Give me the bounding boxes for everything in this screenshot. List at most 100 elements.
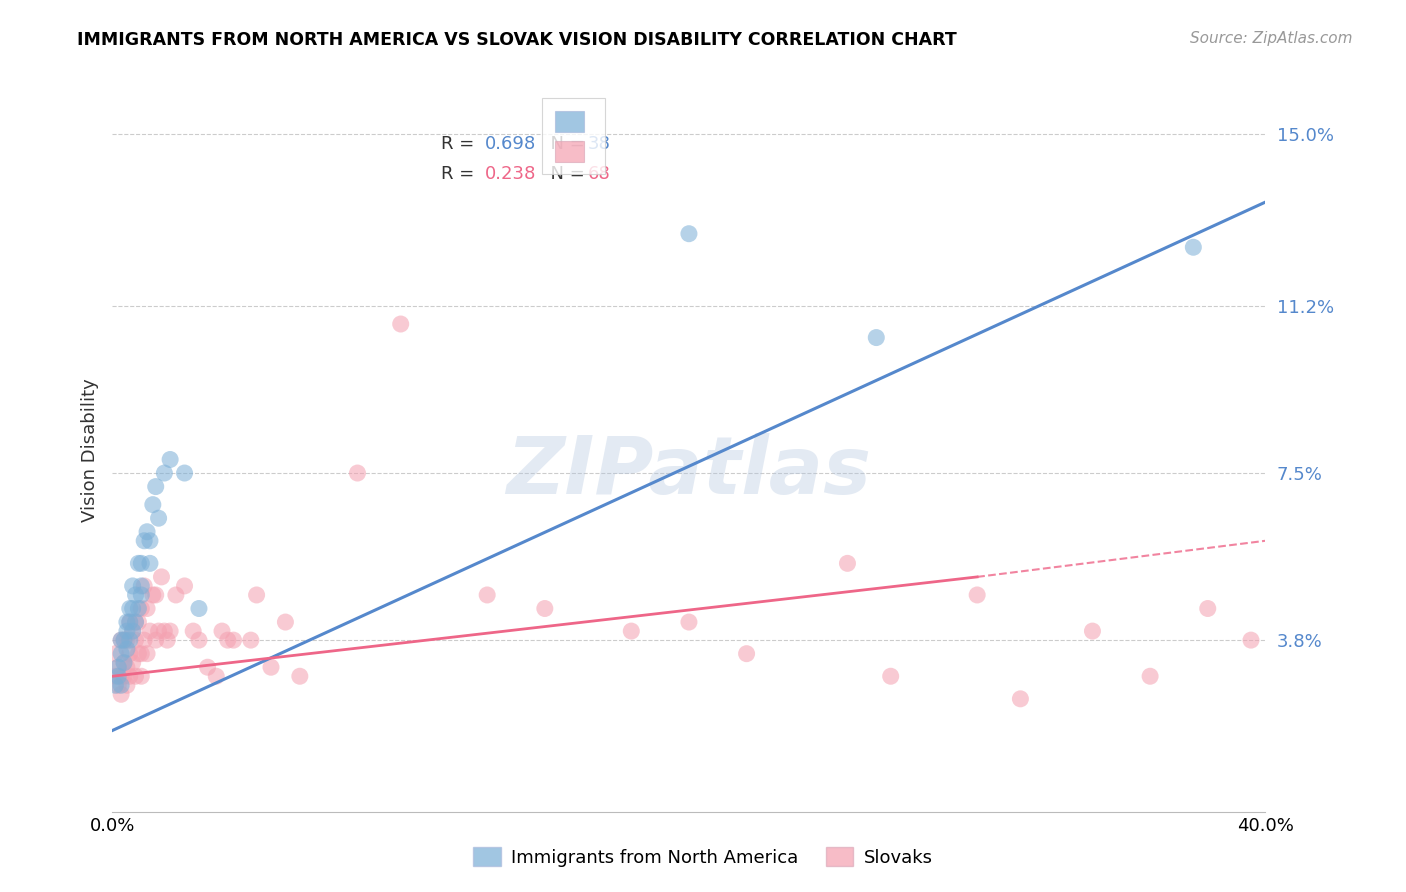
Point: [110, 647, 132, 661]
Point: [112, 669, 135, 683]
Point: [837, 557, 859, 571]
Point: [678, 227, 700, 241]
Point: [129, 557, 153, 571]
Point: [222, 633, 245, 648]
Text: 68: 68: [588, 165, 610, 184]
Point: [118, 633, 141, 648]
Point: [104, 647, 127, 661]
Point: [217, 633, 239, 648]
Point: [346, 466, 368, 480]
Point: [197, 660, 219, 674]
Point: [188, 633, 211, 648]
Point: [246, 588, 269, 602]
Point: [1081, 624, 1104, 639]
Point: [139, 533, 162, 548]
Point: [1240, 633, 1263, 648]
Text: R =: R =: [441, 165, 479, 184]
Point: [142, 498, 165, 512]
Point: [142, 588, 165, 602]
Point: [136, 524, 159, 539]
Point: [1010, 691, 1032, 706]
Point: [159, 452, 181, 467]
Point: [134, 533, 156, 548]
Point: [107, 678, 129, 692]
Point: [118, 601, 141, 615]
Point: [124, 615, 146, 629]
Point: [156, 633, 179, 648]
Point: [159, 624, 181, 639]
Point: [127, 601, 149, 615]
Point: [129, 669, 153, 683]
Point: [153, 624, 176, 639]
Point: [115, 642, 138, 657]
Text: R =: R =: [441, 135, 479, 153]
Y-axis label: Vision Disability: Vision Disability: [80, 378, 98, 523]
Point: [129, 588, 153, 602]
Text: N =: N =: [538, 165, 591, 184]
Point: [121, 656, 143, 670]
Text: Source: ZipAtlas.com: Source: ZipAtlas.com: [1189, 31, 1353, 46]
Point: [1182, 240, 1205, 254]
Point: [211, 624, 233, 639]
Legend: Immigrants from North America, Slovaks: Immigrants from North America, Slovaks: [467, 840, 939, 874]
Point: [678, 615, 700, 629]
Point: [188, 601, 211, 615]
Point: [124, 633, 146, 648]
Point: [966, 588, 988, 602]
Point: [534, 601, 557, 615]
Point: [107, 669, 129, 683]
Point: [112, 656, 135, 670]
Point: [239, 633, 262, 648]
Point: [165, 588, 187, 602]
Point: [1139, 669, 1161, 683]
Text: IMMIGRANTS FROM NORTH AMERICA VS SLOVAK VISION DISABILITY CORRELATION CHART: IMMIGRANTS FROM NORTH AMERICA VS SLOVAK …: [77, 31, 957, 49]
Point: [153, 466, 176, 480]
Point: [129, 601, 153, 615]
Point: [118, 615, 141, 629]
Point: [112, 633, 135, 648]
Point: [129, 579, 153, 593]
Point: [475, 588, 499, 602]
Point: [121, 624, 143, 639]
Text: ZIPatlas: ZIPatlas: [506, 434, 872, 511]
Point: [115, 615, 138, 629]
Point: [145, 633, 167, 648]
Point: [129, 647, 153, 661]
Point: [136, 647, 159, 661]
Point: [118, 647, 141, 661]
Text: N =: N =: [538, 135, 591, 153]
Point: [110, 669, 132, 683]
Text: 0.238: 0.238: [485, 165, 536, 184]
Point: [118, 669, 141, 683]
Point: [134, 633, 156, 648]
Point: [620, 624, 643, 639]
Point: [260, 660, 283, 674]
Point: [148, 624, 170, 639]
Point: [110, 633, 132, 648]
Point: [139, 557, 162, 571]
Point: [127, 647, 149, 661]
Text: 0.698: 0.698: [485, 135, 536, 153]
Point: [115, 678, 138, 692]
Point: [104, 669, 127, 683]
Text: 38: 38: [588, 135, 610, 153]
Point: [173, 466, 195, 480]
Point: [115, 624, 138, 639]
Point: [124, 669, 146, 683]
Point: [121, 624, 143, 639]
Point: [136, 601, 159, 615]
Point: [880, 669, 903, 683]
Point: [865, 330, 887, 344]
Point: [150, 570, 173, 584]
Point: [139, 624, 162, 639]
Point: [110, 678, 132, 692]
Point: [115, 660, 138, 674]
Point: [205, 669, 228, 683]
Point: [110, 633, 132, 648]
Legend: , : ,: [543, 98, 605, 174]
Point: [107, 660, 129, 674]
Point: [288, 669, 311, 683]
Point: [112, 656, 135, 670]
Point: [118, 615, 141, 629]
Point: [107, 660, 129, 674]
